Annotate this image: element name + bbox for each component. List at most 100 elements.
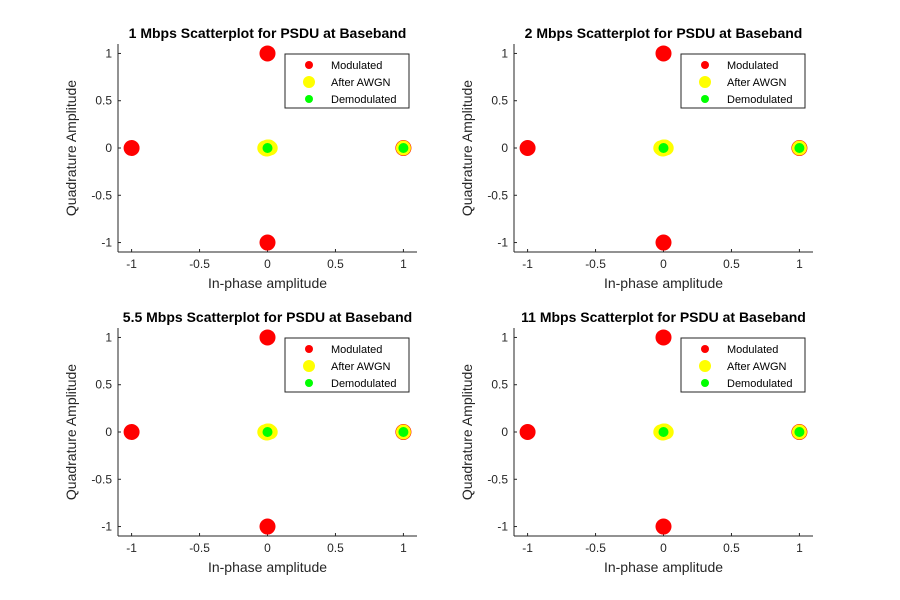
modulated-point — [655, 518, 672, 535]
x-tick-label: -1 — [522, 257, 533, 271]
modulated-point — [259, 234, 276, 251]
chart-panel-4: 11 Mbps Scatterplot for PSDU at Baseband… — [459, 309, 813, 575]
y-tick-label: -1 — [497, 520, 508, 534]
y-tick-label: -0.5 — [91, 472, 112, 486]
x-tick-label: -1 — [126, 541, 137, 555]
modulated-point — [259, 45, 276, 62]
x-tick-label: 0.5 — [327, 541, 344, 555]
modulated-point — [655, 45, 672, 62]
modulated-point — [259, 518, 276, 535]
legend-label: After AWGN — [727, 77, 787, 89]
y-axis-label: Quadrature Amplitude — [63, 364, 79, 500]
y-tick-label: 1 — [105, 330, 112, 344]
y-tick-label: -1 — [497, 236, 508, 250]
x-tick-label: 0.5 — [723, 541, 740, 555]
legend-label: Demodulated — [331, 378, 396, 390]
y-tick-label: -0.5 — [487, 188, 508, 202]
demodulated-point — [398, 427, 409, 437]
x-tick-label: 0.5 — [723, 257, 740, 271]
modulated-point — [519, 424, 536, 440]
demodulated-point — [794, 143, 805, 153]
x-axis-label: In-phase amplitude — [604, 559, 723, 575]
y-tick-label: 0 — [501, 141, 508, 155]
x-tick-label: 0 — [660, 257, 667, 271]
x-tick-label: 1 — [400, 257, 407, 271]
modulated-point — [655, 329, 672, 346]
x-tick-label: -0.5 — [585, 257, 606, 271]
legend-label: Demodulated — [727, 94, 792, 106]
x-tick-label: 1 — [796, 541, 803, 555]
legend-label: Modulated — [331, 344, 382, 356]
x-tick-label: 1 — [796, 257, 803, 271]
legend-marker-awgn — [303, 76, 315, 88]
y-tick-label: 1 — [501, 46, 508, 60]
y-tick-label: 1 — [501, 330, 508, 344]
modulated-point — [123, 140, 140, 156]
y-tick-label: 0.5 — [95, 378, 112, 392]
legend-label: Modulated — [727, 344, 778, 356]
modulated-point — [259, 329, 276, 346]
x-axis-label: In-phase amplitude — [604, 275, 723, 291]
demodulated-point — [658, 427, 669, 437]
legend-label: After AWGN — [727, 361, 787, 373]
y-tick-label: 0.5 — [491, 378, 508, 392]
y-axis-label: Quadrature Amplitude — [63, 80, 79, 216]
x-tick-label: -1 — [126, 257, 137, 271]
legend-label: Modulated — [331, 60, 382, 72]
legend-marker-demodulated — [701, 379, 709, 387]
chart-title: 2 Mbps Scatterplot for PSDU at Baseband — [525, 25, 803, 41]
y-axis-label: Quadrature Amplitude — [459, 80, 475, 216]
y-axis-label: Quadrature Amplitude — [459, 364, 475, 500]
legend-marker-modulated — [701, 61, 709, 69]
chart-legend: Modulated After AWGN Demodulated — [680, 337, 806, 393]
y-tick-label: 0 — [105, 141, 112, 155]
legend-marker-awgn — [699, 76, 711, 88]
legend-marker-modulated — [305, 345, 313, 353]
y-tick-label: -1 — [101, 520, 112, 534]
y-tick-label: 0 — [105, 425, 112, 439]
chart-panel-2: 2 Mbps Scatterplot for PSDU at Baseband -… — [459, 25, 813, 291]
chart-legend: Modulated After AWGN Demodulated — [284, 53, 410, 109]
x-axis-label: In-phase amplitude — [208, 559, 327, 575]
modulated-point — [519, 140, 536, 156]
demodulated-point — [262, 427, 273, 437]
x-tick-label: 1 — [400, 541, 407, 555]
y-tick-label: 0.5 — [95, 94, 112, 108]
legend-marker-demodulated — [701, 95, 709, 103]
x-tick-label: 0.5 — [327, 257, 344, 271]
chart-title: 1 Mbps Scatterplot for PSDU at Baseband — [129, 25, 407, 41]
x-tick-label: 0 — [264, 541, 271, 555]
x-tick-label: 0 — [264, 257, 271, 271]
legend-label: After AWGN — [331, 77, 391, 89]
legend-marker-awgn — [699, 360, 711, 372]
x-tick-label: 0 — [660, 541, 667, 555]
chart-legend: Modulated After AWGN Demodulated — [284, 337, 410, 393]
modulated-point — [123, 424, 140, 440]
legend-marker-modulated — [305, 61, 313, 69]
y-tick-label: 1 — [105, 46, 112, 60]
x-tick-label: -0.5 — [585, 541, 606, 555]
chart-legend: Modulated After AWGN Demodulated — [680, 53, 806, 109]
x-axis-label: In-phase amplitude — [208, 275, 327, 291]
legend-label: Demodulated — [727, 378, 792, 390]
demodulated-point — [398, 143, 409, 153]
chart-title: 11 Mbps Scatterplot for PSDU at Baseband — [521, 309, 806, 325]
legend-label: Demodulated — [331, 94, 396, 106]
demodulated-point — [262, 143, 273, 153]
legend-marker-awgn — [303, 360, 315, 372]
legend-label: After AWGN — [331, 361, 391, 373]
y-tick-label: 0.5 — [491, 94, 508, 108]
demodulated-point — [658, 143, 669, 153]
y-tick-label: -0.5 — [91, 188, 112, 202]
y-tick-label: -0.5 — [487, 472, 508, 486]
y-tick-label: 0 — [501, 425, 508, 439]
demodulated-point — [794, 427, 805, 437]
legend-marker-modulated — [701, 345, 709, 353]
x-tick-label: -1 — [522, 541, 533, 555]
chart-title: 5.5 Mbps Scatterplot for PSDU at Baseban… — [123, 309, 412, 325]
legend-marker-demodulated — [305, 379, 313, 387]
modulated-point — [655, 234, 672, 251]
x-tick-label: -0.5 — [189, 541, 210, 555]
x-tick-label: -0.5 — [189, 257, 210, 271]
